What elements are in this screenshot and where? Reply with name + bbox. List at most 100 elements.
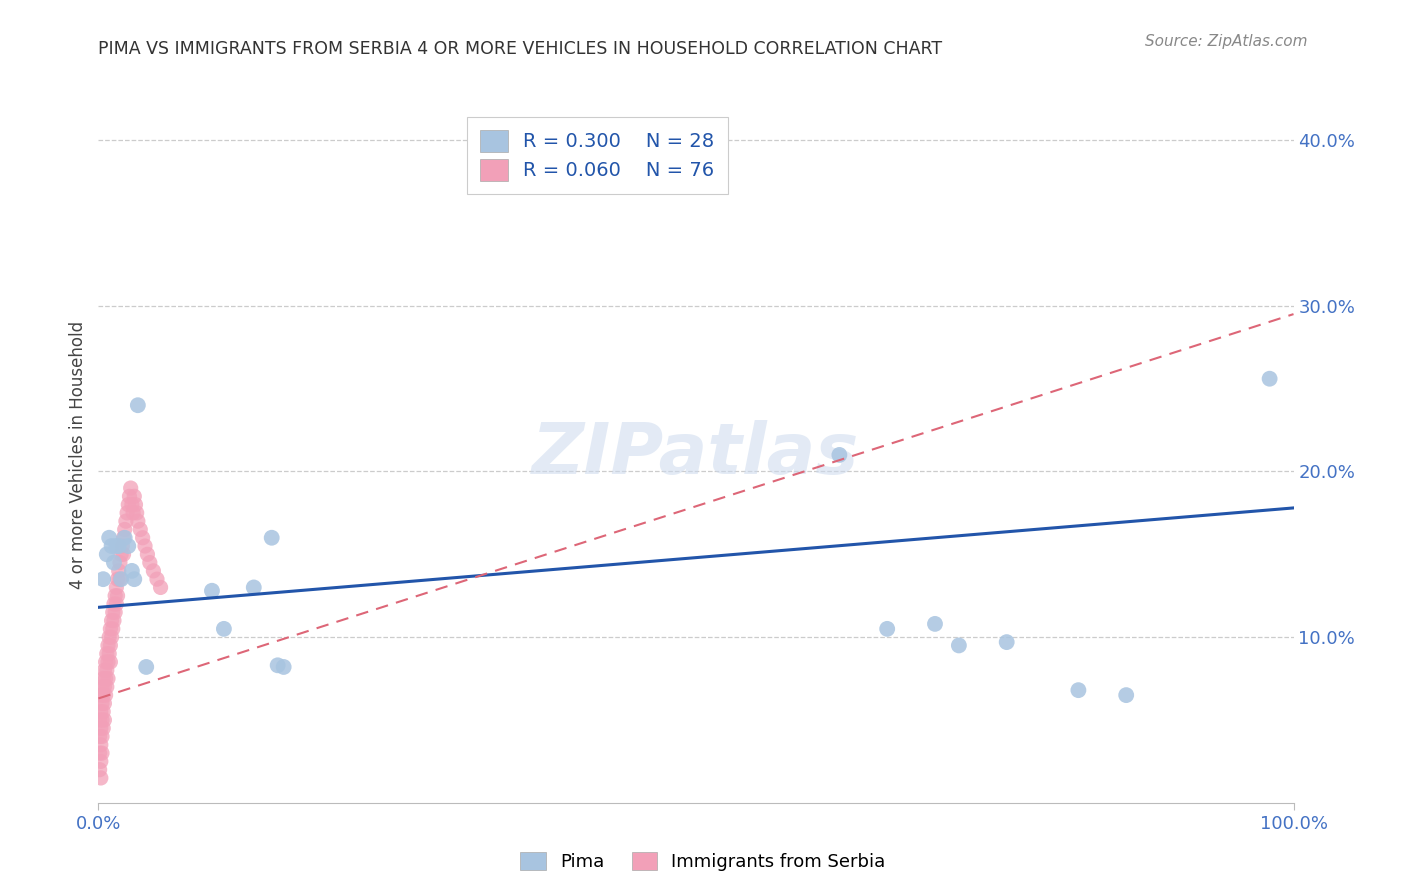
Point (96, 663, 118, 677)
Point (105, 539, 128, 553)
Point (121, 564, 143, 578)
Point (103, 597, 125, 611)
Point (212, 622, 235, 636)
Point (104, 605, 127, 619)
Text: Source: ZipAtlas.com: Source: ZipAtlas.com (1144, 34, 1308, 49)
Point (135, 660, 157, 674)
Point (107, 589, 129, 603)
Point (124, 572, 146, 586)
Point (139, 556, 162, 570)
Point (124, 498, 146, 512)
Point (97, 655, 120, 669)
Point (120, 481, 142, 495)
Point (114, 531, 136, 545)
Point (96, 680, 118, 694)
Point (136, 547, 159, 561)
Point (90, 705, 112, 719)
Point (98, 655, 122, 669)
Point (91, 721, 114, 735)
Point (108, 556, 131, 570)
Point (127, 398, 149, 412)
Point (93, 713, 115, 727)
Point (146, 572, 169, 586)
Point (243, 581, 266, 595)
Point (96, 547, 118, 561)
Legend: Pima, Immigrants from Serbia: Pima, Immigrants from Serbia (513, 845, 893, 879)
Point (124, 489, 146, 503)
Point (876, 622, 898, 636)
Point (112, 531, 135, 545)
Point (127, 514, 149, 528)
Point (98, 647, 121, 661)
Point (98, 630, 121, 644)
Point (90, 738, 112, 752)
Point (100, 614, 122, 628)
Point (98, 531, 121, 545)
Point (91, 688, 114, 702)
Text: PIMA VS IMMIGRANTS FROM SERBIA 4 OR MORE VEHICLES IN HOUSEHOLD CORRELATION CHART: PIMA VS IMMIGRANTS FROM SERBIA 4 OR MORE… (98, 40, 942, 58)
Point (122, 506, 145, 520)
Legend: R = 0.300    N = 28, R = 0.060    N = 76: R = 0.300 N = 28, R = 0.060 N = 76 (467, 117, 728, 194)
Point (91, 572, 114, 586)
Y-axis label: 4 or more Vehicles in Household: 4 or more Vehicles in Household (69, 321, 87, 589)
Point (96, 647, 118, 661)
Point (93, 663, 115, 677)
Point (201, 583, 224, 598)
Point (91, 713, 114, 727)
Point (98, 639, 122, 653)
Point (115, 514, 138, 528)
Point (90, 771, 112, 785)
Point (131, 531, 153, 545)
Point (995, 635, 1018, 649)
Point (121, 498, 143, 512)
Point (948, 639, 970, 653)
Point (89, 746, 111, 760)
Point (134, 539, 156, 553)
Point (103, 556, 125, 570)
Point (97, 672, 120, 686)
Point (94, 655, 117, 669)
Point (91, 705, 114, 719)
Point (101, 622, 124, 636)
Point (273, 660, 295, 674)
Point (104, 589, 127, 603)
Point (149, 581, 172, 595)
Point (105, 597, 128, 611)
Point (108, 572, 131, 586)
Point (118, 489, 141, 503)
Point (107, 572, 129, 586)
Point (91, 697, 114, 711)
Point (267, 658, 290, 673)
Point (101, 605, 124, 619)
Point (117, 498, 139, 512)
Point (129, 523, 152, 537)
Point (89, 713, 111, 727)
Point (1258, 372, 1281, 386)
Point (90, 755, 112, 769)
Point (93, 697, 115, 711)
Point (111, 539, 134, 553)
Point (90, 688, 112, 702)
Point (100, 539, 122, 553)
Point (107, 564, 129, 578)
Point (1067, 683, 1090, 698)
Point (98, 622, 122, 636)
Point (90, 721, 112, 735)
Point (115, 506, 138, 520)
Point (110, 547, 132, 561)
Point (260, 531, 283, 545)
Point (142, 564, 165, 578)
Point (107, 539, 129, 553)
Point (105, 581, 128, 595)
Point (97, 639, 120, 653)
Point (110, 572, 132, 586)
Point (91, 672, 114, 686)
Text: ZIPatlas: ZIPatlas (533, 420, 859, 490)
Point (89, 730, 111, 744)
Point (924, 616, 946, 631)
Point (94, 688, 117, 702)
Point (114, 523, 136, 537)
Point (1115, 688, 1137, 702)
Point (89, 763, 111, 777)
Point (91, 730, 114, 744)
